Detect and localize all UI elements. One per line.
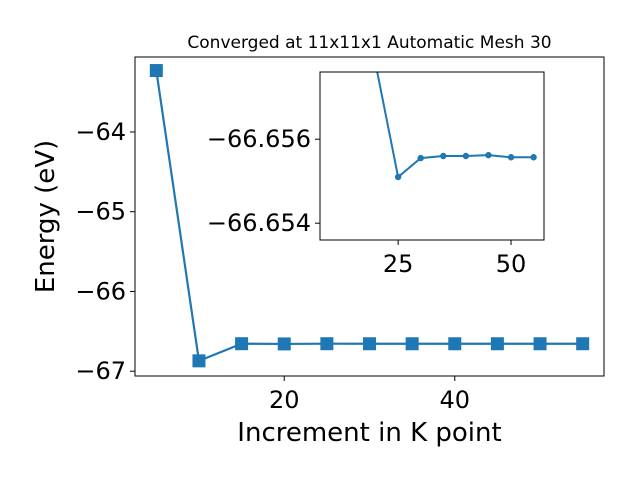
y-tick-label: −66 bbox=[75, 277, 126, 305]
data-point bbox=[363, 337, 376, 351]
data-point bbox=[235, 337, 249, 351]
axes-frame bbox=[319, 71, 545, 241]
x-tick-label: 25 bbox=[383, 250, 414, 278]
data-point bbox=[462, 152, 470, 160]
y-tick-label: −65 bbox=[75, 198, 126, 226]
y-tick-label: −66.654 bbox=[207, 209, 311, 237]
data-point bbox=[440, 152, 447, 160]
data-point bbox=[149, 64, 163, 78]
x-tick-label: 50 bbox=[496, 250, 527, 278]
plot-content bbox=[376, 72, 537, 181]
data-point bbox=[485, 151, 492, 159]
data-point bbox=[417, 154, 424, 162]
data-point bbox=[507, 154, 515, 161]
y-tick-label: −66.656 bbox=[207, 125, 311, 153]
x-tick-label: 40 bbox=[439, 386, 470, 414]
axes-frame bbox=[134, 56, 605, 377]
y-tick-label: −67 bbox=[75, 357, 126, 385]
data-point bbox=[405, 337, 419, 351]
chart-title: Converged at 11x11x1 Automatic Mesh 30 bbox=[187, 33, 551, 53]
data-point bbox=[576, 337, 590, 351]
x-tick-label: 20 bbox=[269, 386, 300, 414]
data-point bbox=[192, 354, 206, 368]
data-point bbox=[490, 337, 504, 351]
plot-content bbox=[149, 64, 590, 368]
data-point bbox=[448, 337, 462, 351]
data-point bbox=[277, 337, 291, 351]
y-axis-label: Energy (eV) bbox=[31, 140, 61, 293]
y-tick-label: −64 bbox=[75, 118, 126, 146]
data-point bbox=[530, 154, 537, 161]
series-line bbox=[376, 72, 534, 179]
data-point bbox=[533, 337, 547, 351]
data-point bbox=[320, 337, 334, 351]
x-axis-label: Increment in K point bbox=[237, 418, 501, 448]
data-point bbox=[394, 173, 402, 181]
